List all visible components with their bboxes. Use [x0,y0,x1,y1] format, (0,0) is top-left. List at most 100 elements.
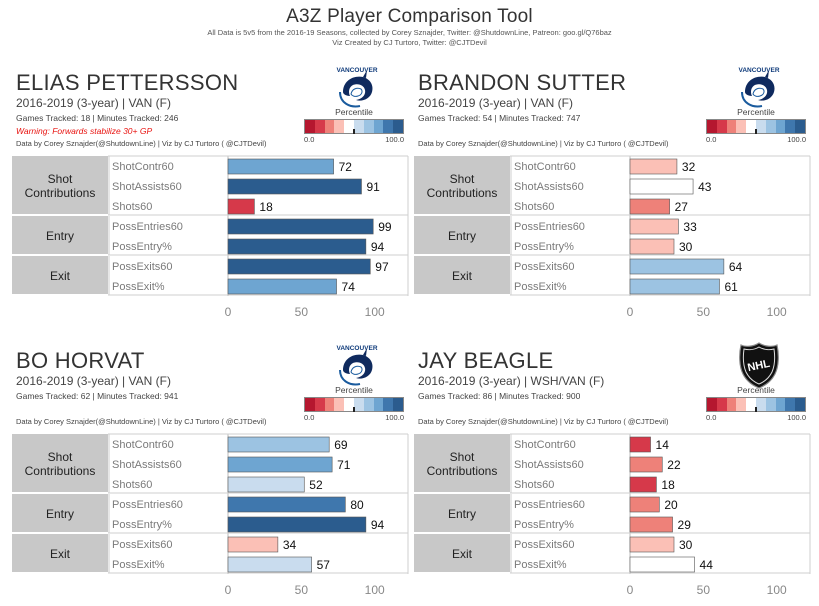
x-tick-label: 0 [225,305,232,319]
percentile-bar [227,536,279,553]
bar-value-label: 69 [334,438,348,452]
legend-min-label: 0.0 [304,413,315,422]
legend-color-step [775,120,786,133]
player-panel: BO HORVAT 2016-2019 (3-year) | VAN (F) G… [12,345,412,606]
legend-color-step [305,398,315,411]
percentile-bar [227,278,337,295]
metric-label: ShotAssists60 [514,181,584,193]
percentile-bar [227,456,333,473]
metric-label: ShotAssists60 [112,181,182,193]
x-tick-label: 0 [225,583,232,597]
percentile-bar [227,476,305,493]
bar-value-label: 44 [700,558,714,572]
legend-min-label: 0.0 [706,413,717,422]
metric-label: PossExit% [112,559,165,571]
group-label: Entry [448,507,476,521]
legend-color-step [334,398,345,411]
group-header-cell [414,256,510,294]
legend-max-label: 100.0 [385,135,404,144]
player-credit: Data by Corey Sznajder(@ShutdownLine) | … [418,417,669,426]
legend-color-scale [706,397,806,412]
percentile-bar [227,436,330,453]
dashboard-header: A3Z Player Comparison Tool All Data is 5… [0,0,819,48]
player-tracked-stats: Games Tracked: 62 | Minutes Tracked: 941 [16,391,179,401]
percentile-bar [629,178,694,195]
legend-color-step [334,120,345,133]
legend-color-step [736,120,747,133]
legend-midpoint-marker [353,129,356,134]
percentile-legend: Percentile 0.0 100.0 [304,107,404,144]
group-label: Exit [452,269,473,283]
legend-color-step [707,398,717,411]
metric-label: PossExit% [112,281,165,293]
metric-label: PossEntries60 [112,221,183,233]
metric-label: ShotContr60 [112,161,174,173]
metric-label: PossEntry% [514,519,574,531]
metric-label: PossEntries60 [112,499,183,511]
metric-label: ShotAssists60 [514,459,584,471]
player-name: BO HORVAT [16,348,145,373]
bar-value-label: 80 [350,498,364,512]
legend-color-step [785,398,796,411]
percentile-bar [629,516,673,533]
percentile-bar [629,436,651,453]
legend-max-label: 100.0 [787,413,806,422]
legend-color-step [755,120,766,133]
player-tracked-stats: Games Tracked: 18 | Minutes Tracked: 246 [16,113,179,123]
orca-body [343,76,373,101]
percentile-bar [629,218,679,235]
vancouver-wordmark: VANCOUVER [738,67,779,74]
player-name: BRANDON SUTTER [418,70,627,95]
player-panel: BRANDON SUTTER 2016-2019 (3-year) | VAN … [414,67,814,340]
legend-color-step [363,120,374,133]
legend-color-step [373,398,384,411]
group-label: Contributions [427,464,498,478]
data-source-note: All Data is 5v5 from the 2016-19 Seasons… [207,28,612,37]
percentile-bar [227,516,367,533]
player-panel: ELIAS PETTERSSON 2016-2019 (3-year) | VA… [12,67,412,340]
metric-label: PossExits60 [112,261,173,273]
group-header-cell [12,256,108,294]
logo-c-arc [741,91,763,108]
percentile-bar [629,258,725,275]
legend-color-step [765,398,776,411]
group-header-cell [12,534,108,572]
legend-color-scale [706,119,806,134]
vancouver-canucks-logo: VANCOUVER [736,62,782,112]
x-tick-label: 100 [365,305,385,319]
legend-title: Percentile [737,107,775,117]
bar-value-label: 61 [724,280,738,294]
group-label: Entry [448,229,476,243]
percentile-bar [227,238,367,255]
group-header-cell [414,216,510,254]
legend-min-label: 0.0 [706,135,717,144]
percentile-bar [629,238,675,255]
legend-color-step [785,120,796,133]
metric-label: PossExits60 [514,261,575,273]
nhl-wordmark: NHL [746,358,771,374]
metric-label: ShotContr60 [514,439,576,451]
group-label: Contributions [427,186,498,200]
percentile-bar [629,456,663,473]
legend-color-step [795,120,805,133]
legend-color-step [707,120,717,133]
viz-credit-note: Viz Created by CJ Turtoro, Twitter: @CJT… [332,38,487,47]
bar-value-label: 91 [366,180,380,194]
bar-value-label: 18 [661,478,675,492]
metric-label: Shots60 [112,201,152,213]
x-tick-label: 0 [627,583,634,597]
orca-fin [363,70,367,78]
legend-color-step [363,398,374,411]
bar-value-label: 74 [342,280,356,294]
bar-value-label: 64 [729,260,743,274]
legend-color-scale [304,119,404,134]
legend-max-label: 100.0 [787,135,806,144]
legend-color-step [383,398,394,411]
orca-belly [752,87,765,97]
group-header-cell [414,156,510,214]
player-span-team: 2016-2019 (3-year) | WSH/VAN (F) [418,374,605,388]
sample-size-warning: Warning: Forwards stabilize 30+ GP [16,126,153,136]
player-credit: Data by Corey Sznajder(@ShutdownLine) | … [16,417,267,426]
legend-color-step [324,398,335,411]
legend-color-step [726,398,737,411]
